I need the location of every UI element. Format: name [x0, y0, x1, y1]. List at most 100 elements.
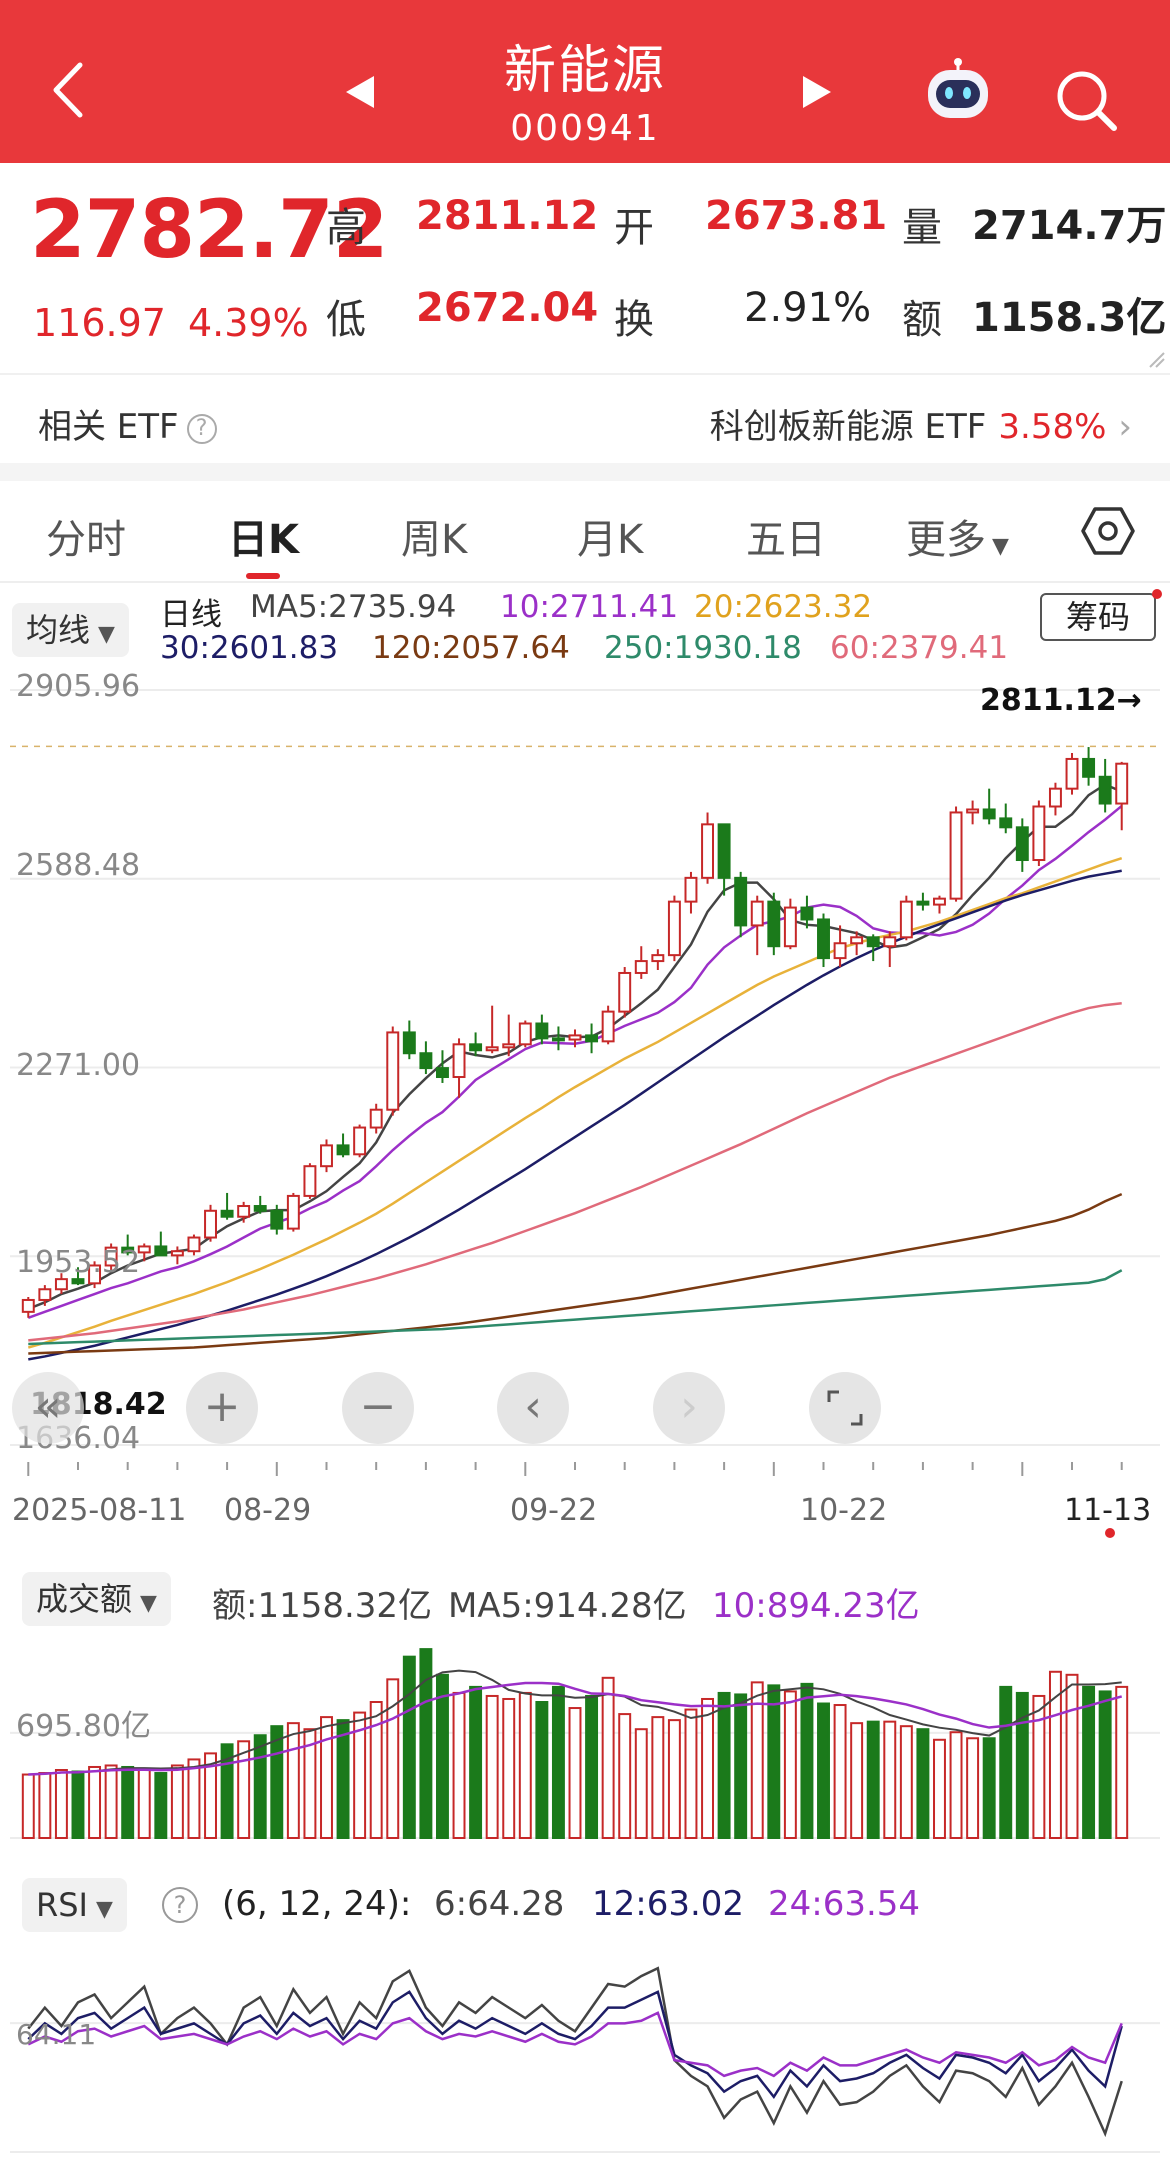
back-arrow-icon[interactable] [40, 55, 100, 125]
candle-up [701, 823, 715, 879]
volume-bar-up [452, 1691, 466, 1839]
volume-bar-down [982, 1737, 996, 1839]
fullscreen-icon [827, 1390, 863, 1426]
y-axis-label: 1953.52 [16, 1245, 140, 1280]
volume-bar-up [667, 1719, 681, 1839]
candle-up [502, 1043, 516, 1049]
kline-chart[interactable]: 2905.96 2588.48 2271.00 2811.12→ [0, 669, 1170, 1361]
x-axis-label: 08-29 [224, 1493, 311, 1528]
ma10-line [27, 804, 1123, 1319]
volume-bar-up [386, 1678, 400, 1840]
scroll-left-button[interactable]: ‹ [497, 1372, 569, 1444]
candle-down [1015, 826, 1029, 862]
tab-daily-k[interactable]: 日K [228, 517, 299, 563]
candle-up [320, 1144, 333, 1168]
expand-corner-icon[interactable] [1146, 349, 1166, 369]
candle-down [336, 1144, 350, 1156]
chevron-right-icon: › [1118, 407, 1132, 447]
active-tab-indicator [246, 573, 280, 579]
candle-down [817, 918, 830, 960]
candle-up [783, 906, 797, 948]
volume-bar-down [800, 1682, 814, 1839]
candle-up [684, 876, 698, 903]
next-stock-icon[interactable] [797, 72, 837, 112]
turnover-value: 2.91% [744, 285, 872, 331]
ma120-value: 120:2057.64 [372, 630, 570, 666]
candle-up [618, 971, 632, 1013]
candle-up [899, 900, 913, 939]
ma250-line [28, 1269, 1123, 1346]
volume-bar-up [286, 1722, 300, 1839]
tab-monthly-k[interactable]: 月K [577, 517, 644, 563]
settings-hexagon-icon[interactable] [1080, 503, 1136, 559]
volume-bar-down [154, 1772, 168, 1839]
volume-bar-down [999, 1685, 1013, 1840]
volume-bar-up [1065, 1673, 1079, 1839]
candle-up [187, 1236, 201, 1253]
amount-value: 1158.3亿 [972, 295, 1167, 341]
previous-stock-icon[interactable] [340, 72, 380, 112]
tab-more[interactable]: 更多 ▼ [906, 507, 1009, 565]
zoom-in-button[interactable]: + [186, 1372, 258, 1444]
tab-five-day[interactable]: 五日 [746, 517, 826, 563]
rsi-indicator-selector[interactable]: RSI ▼ [22, 1878, 127, 1932]
ma60-line [28, 1002, 1122, 1342]
candle-up [833, 942, 847, 960]
tab-intraday[interactable]: 分时 [46, 517, 126, 563]
kline-chart-continued[interactable]: 1953.52 1636.04 1818.42 [0, 747, 1170, 1462]
candle-up [88, 1264, 102, 1285]
related-etf-row[interactable]: 相关 ETF? 科创板新能源 ETF 3.58% › [0, 373, 1170, 463]
rsi12-line [27, 1990, 1123, 2100]
zoom-out-button[interactable]: − [342, 1372, 414, 1444]
volume-bar-up [949, 1731, 963, 1839]
ai-assistant-robot-icon[interactable] [918, 56, 998, 126]
volume-bar-down [767, 1684, 781, 1839]
rsi6-line [27, 1966, 1123, 2138]
volume-bar-down [220, 1743, 234, 1839]
rsi24-value: 24:63.54 [768, 1884, 921, 1924]
tab-weekly-k[interactable]: 周K [401, 517, 468, 563]
volume-bar-up [38, 1772, 52, 1839]
ma30-value: 30:2601.83 [160, 630, 339, 666]
candle-down [916, 900, 930, 906]
candle-down [800, 906, 814, 921]
kline-chart-panel[interactable]: 2905.96 2588.48 2271.00 2811.12→ [0, 669, 1170, 1361]
volume-ma10: 10:894.23亿 [712, 1586, 920, 1626]
search-icon[interactable] [1052, 66, 1122, 136]
help-icon[interactable]: ? [186, 413, 217, 444]
ma5-value: MA5:2735.94 [250, 589, 457, 625]
x-axis: 2025-08-11 08-29 09-22 10-22 11-13 [0, 1462, 1170, 1540]
volume-bar-up [104, 1764, 118, 1839]
candle-down [435, 1067, 449, 1079]
ma-selector[interactable]: 均线 ▼ [12, 603, 129, 657]
rsi-chart-panel[interactable]: 64.11 [0, 1932, 1170, 2164]
volume-bar-up [850, 1722, 864, 1839]
notification-dot [1152, 589, 1162, 599]
volume-bar-up [353, 1711, 367, 1839]
volume-bar-up [237, 1740, 251, 1839]
volume-chart[interactable]: 695.80亿 [0, 1628, 1170, 1848]
ma-legend: 均线 ▼ 日线 MA5:2735.94 10:2711.41 20:2623.32… [0, 585, 1170, 675]
fullscreen-button[interactable] [809, 1372, 881, 1444]
kline-chart-lower[interactable]: 1953.52 1636.04 1818.42 « + − ‹ › [0, 747, 1170, 1462]
rsi-help-icon[interactable]: ? [162, 1882, 198, 1923]
scroll-to-start-button[interactable]: « [12, 1372, 84, 1444]
volume-bar-down [916, 1728, 930, 1839]
price-change: 116.97 4.39% [33, 301, 309, 345]
candle-up [883, 936, 897, 948]
minus-icon: − [359, 1381, 397, 1432]
rsi-chart[interactable]: 64.11 [0, 1932, 1170, 2164]
volume-chart-panel[interactable]: 695.80亿 [0, 1628, 1170, 1848]
volume-ma5-line [28, 1669, 1122, 1776]
scroll-right-button[interactable]: › [653, 1372, 725, 1444]
related-etf-link[interactable]: 科创板新能源 ETF 3.58% › [710, 399, 1132, 448]
candle-up [104, 1246, 118, 1267]
chips-distribution-button[interactable]: 筹码 [1040, 593, 1156, 641]
volume-amount: 额:1158.32亿 [212, 1586, 433, 1626]
candle-up [667, 900, 681, 957]
volume-bar-up [568, 1707, 582, 1839]
volume-indicator-selector[interactable]: 成交额 ▼ [22, 1572, 171, 1626]
volume-selector-label: 成交额 [36, 1580, 133, 1618]
volume-bar-up [303, 1728, 317, 1839]
